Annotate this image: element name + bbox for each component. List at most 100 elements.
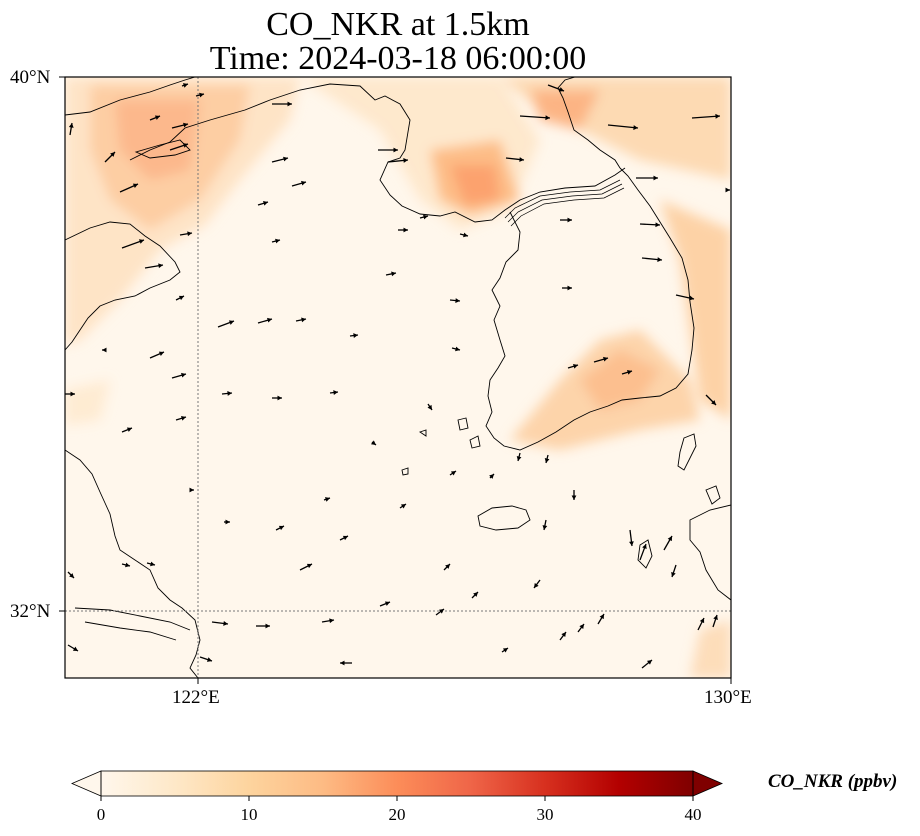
wind-arrow-head — [725, 187, 730, 193]
wind-arrow-head — [182, 143, 188, 148]
wind-arrow-head — [545, 115, 550, 121]
wind-arrow-head — [384, 601, 390, 606]
wind-arrow-head — [370, 440, 376, 445]
wind-arrow-head — [199, 92, 204, 98]
lat-label-40n: 40°N — [10, 67, 51, 88]
wind-arrow-head — [287, 101, 292, 107]
lon-label-130e: 130°E — [704, 687, 752, 708]
wind-arrow-head — [183, 122, 188, 128]
wind-arrow-head — [301, 317, 306, 323]
wind-arrow-head — [187, 231, 192, 237]
map-title-line2: Time: 2024-03-18 06:00:00 — [209, 40, 587, 77]
wind-arrow-head — [646, 660, 652, 665]
border-lines — [504, 179, 625, 227]
map-frame — [64, 76, 732, 679]
wind-arrow-head — [579, 624, 584, 630]
wind-arrow-head — [225, 519, 230, 525]
wind-arrow-head — [189, 487, 194, 493]
wind-arrow-head — [265, 623, 270, 629]
wind-arrow-head — [158, 351, 164, 356]
wind-arrow-head — [558, 87, 564, 92]
wind-arrow-head — [403, 158, 408, 163]
wind-arrow-head — [306, 563, 312, 569]
wind-arrow-head — [278, 525, 284, 531]
wind-arrow-head — [223, 621, 228, 626]
wind-arrow-head — [342, 535, 348, 541]
wind-arrow-head — [603, 356, 608, 362]
wind-arrow-head — [228, 320, 234, 325]
wind-arrow-head — [519, 157, 524, 162]
wind-arrow-head — [423, 214, 428, 220]
colorbar-extend-high — [692, 770, 724, 797]
colorbar-gradient — [101, 771, 693, 796]
colorbar-tick-40: 40 — [684, 805, 702, 824]
wind-arrow-head — [132, 183, 138, 189]
wind-arrow-head — [275, 238, 280, 244]
wind-arrow-head — [72, 646, 78, 651]
wind-arrow-head — [689, 295, 694, 301]
wind-arrow-head — [657, 257, 662, 262]
wind-arrow-head — [667, 536, 672, 542]
wind-arrow-head — [227, 391, 232, 396]
wind-arrow-head — [711, 400, 716, 405]
wind-arrow-head — [713, 615, 718, 621]
wind-arrow-head — [653, 175, 658, 181]
wind-arrow-head — [699, 618, 705, 624]
wind-arrow-head — [329, 618, 334, 624]
colorbar-tick-10: 10 — [240, 805, 258, 824]
gridlines — [65, 77, 731, 678]
wind-arrow-head — [182, 83, 188, 88]
wind-arrow-head — [263, 200, 268, 206]
wind-arrow-head — [671, 571, 676, 577]
colorbar — [70, 770, 724, 801]
colorbar-tick-30: 30 — [536, 805, 554, 824]
wind-vectors — [65, 83, 730, 669]
coastlines — [65, 77, 731, 678]
wind-arrow-head — [393, 147, 398, 153]
wind-arrow-head — [455, 298, 460, 303]
wind-arrow-head — [715, 113, 720, 119]
wind-arrow-head — [324, 497, 330, 502]
wind-arrow-head — [206, 657, 212, 662]
wind-arrow-head — [516, 456, 522, 461]
wind-arrow-head — [301, 180, 306, 186]
concentration-field — [65, 77, 731, 678]
wind-arrow-head — [438, 609, 444, 614]
wind-arrow-head — [110, 152, 115, 157]
wind-arrow-head — [69, 573, 74, 578]
wind-arrow-head — [567, 285, 572, 291]
wind-arrow-head — [542, 525, 548, 530]
wind-arrow-shaft — [607, 124, 639, 129]
wind-arrow-head — [473, 592, 478, 597]
map-title-line1: CO_NKR at 1.5km — [266, 6, 530, 43]
wind-arrow-head — [181, 372, 186, 378]
colorbar-extend-low — [70, 770, 102, 797]
wind-arrow-head — [181, 415, 186, 421]
wind-arrow-head — [277, 395, 282, 401]
wind-arrow-head — [150, 561, 155, 567]
wind-arrow-head — [427, 404, 432, 410]
wind-arrow-head — [489, 474, 494, 479]
wind-arrow-head — [400, 504, 406, 509]
pollution-plumes — [65, 77, 731, 678]
wind-arrow-head — [571, 495, 577, 500]
wind-arrow-head — [126, 427, 132, 432]
wind-arrow-head — [534, 582, 539, 588]
wind-arrow-head — [573, 363, 578, 369]
wind-arrow-head — [567, 217, 572, 223]
colorbar-title: CO_NKR (ppbv) — [768, 771, 898, 792]
lat-label-32n: 32°N — [10, 601, 51, 622]
colorbar-tick-0: 0 — [96, 805, 106, 824]
wind-arrow-head — [340, 660, 345, 666]
wind-arrow-head — [391, 271, 396, 277]
wind-arrow-shaft — [691, 115, 721, 119]
wind-arrow-head — [70, 391, 75, 397]
wind-arrow-head — [627, 369, 632, 375]
wind-arrow-head — [502, 648, 508, 653]
lon-label-122e: 122°E — [172, 687, 220, 708]
wind-arrow-head — [68, 123, 74, 128]
wind-arrow-head — [629, 541, 634, 546]
colorbar-tick-20: 20 — [388, 805, 406, 824]
